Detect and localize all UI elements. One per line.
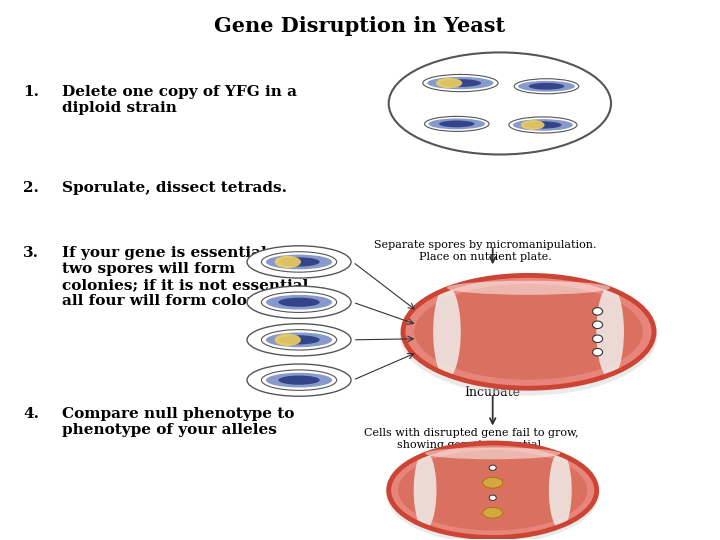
Text: 1.: 1. bbox=[23, 85, 39, 99]
Ellipse shape bbox=[279, 335, 320, 345]
Circle shape bbox=[593, 335, 603, 342]
Ellipse shape bbox=[528, 83, 564, 90]
Ellipse shape bbox=[518, 81, 575, 92]
Text: Separate spores by micromanipulation.
Place on nutrient plate.: Separate spores by micromanipulation. Pl… bbox=[374, 240, 597, 262]
Ellipse shape bbox=[274, 334, 301, 346]
Circle shape bbox=[489, 495, 496, 501]
Text: Delete one copy of YFG in a
diploid strain: Delete one copy of YFG in a diploid stra… bbox=[63, 85, 297, 115]
Ellipse shape bbox=[279, 258, 320, 267]
Ellipse shape bbox=[436, 78, 462, 88]
Circle shape bbox=[593, 308, 603, 315]
Ellipse shape bbox=[524, 122, 562, 129]
Ellipse shape bbox=[279, 375, 320, 384]
Text: If your gene is essential, only
two spores will form
colonies; if it is not esse: If your gene is essential, only two spor… bbox=[63, 246, 314, 308]
Text: 4.: 4. bbox=[23, 407, 39, 421]
Text: 3.: 3. bbox=[23, 246, 39, 260]
Ellipse shape bbox=[247, 246, 351, 278]
Ellipse shape bbox=[521, 120, 544, 130]
Ellipse shape bbox=[414, 451, 436, 529]
Ellipse shape bbox=[423, 75, 498, 92]
Ellipse shape bbox=[428, 118, 485, 129]
Ellipse shape bbox=[400, 277, 657, 395]
Text: Incubate: Incubate bbox=[464, 386, 521, 399]
Ellipse shape bbox=[261, 370, 337, 390]
Ellipse shape bbox=[261, 292, 337, 313]
Ellipse shape bbox=[433, 285, 461, 379]
Ellipse shape bbox=[266, 254, 332, 269]
Ellipse shape bbox=[266, 373, 332, 388]
Ellipse shape bbox=[425, 116, 489, 131]
Ellipse shape bbox=[398, 450, 588, 530]
Ellipse shape bbox=[247, 323, 351, 356]
Ellipse shape bbox=[513, 119, 573, 131]
Ellipse shape bbox=[439, 120, 474, 127]
Ellipse shape bbox=[549, 451, 572, 529]
Circle shape bbox=[593, 321, 603, 328]
Ellipse shape bbox=[596, 285, 624, 379]
Text: Sporulate, dissect tetrads.: Sporulate, dissect tetrads. bbox=[63, 181, 287, 195]
Ellipse shape bbox=[482, 508, 503, 518]
Ellipse shape bbox=[389, 52, 611, 154]
Ellipse shape bbox=[261, 329, 337, 350]
Ellipse shape bbox=[425, 448, 560, 460]
Ellipse shape bbox=[403, 275, 654, 388]
Ellipse shape bbox=[514, 79, 579, 94]
Ellipse shape bbox=[274, 256, 301, 268]
Ellipse shape bbox=[386, 444, 599, 540]
Ellipse shape bbox=[440, 79, 481, 87]
Text: Gene Disruption in Yeast: Gene Disruption in Yeast bbox=[215, 16, 505, 36]
Ellipse shape bbox=[509, 117, 577, 133]
Ellipse shape bbox=[266, 295, 332, 309]
Circle shape bbox=[489, 465, 496, 470]
Ellipse shape bbox=[414, 284, 643, 380]
Ellipse shape bbox=[247, 364, 351, 396]
Ellipse shape bbox=[279, 298, 320, 307]
Circle shape bbox=[593, 348, 603, 356]
Ellipse shape bbox=[266, 333, 332, 347]
Ellipse shape bbox=[261, 252, 337, 272]
Ellipse shape bbox=[247, 286, 351, 319]
Ellipse shape bbox=[447, 281, 610, 295]
Text: 2.: 2. bbox=[23, 181, 39, 195]
Ellipse shape bbox=[389, 443, 597, 537]
Text: Compare null phenotype to
phenotype of your alleles: Compare null phenotype to phenotype of y… bbox=[63, 407, 294, 437]
Text: Cells with disrupted gene fail to grow,
showing gene is essential.: Cells with disrupted gene fail to grow, … bbox=[364, 428, 578, 450]
Ellipse shape bbox=[482, 477, 503, 488]
Ellipse shape bbox=[427, 77, 493, 89]
